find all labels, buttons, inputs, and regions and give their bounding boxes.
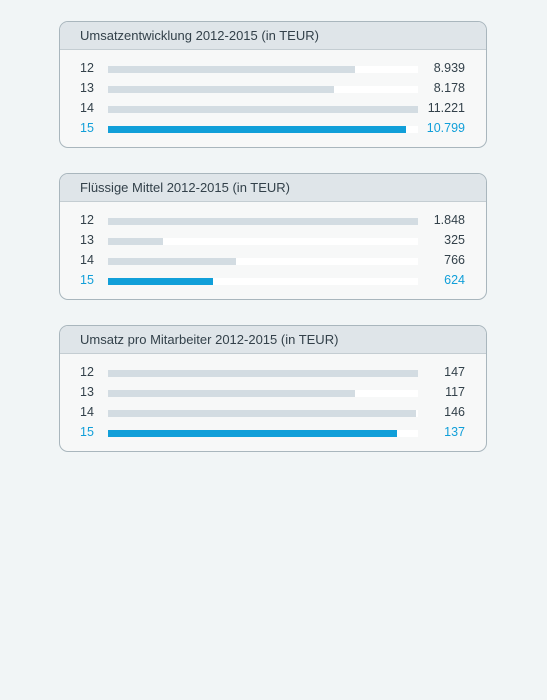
bar-row: 15 137 — [60, 422, 486, 442]
bar-track — [108, 278, 418, 285]
category-label: 13 — [80, 81, 94, 95]
bar — [108, 66, 355, 73]
value-label: 8.178 — [433, 81, 465, 95]
bar — [108, 126, 406, 133]
bar-rows: 12 8.939 13 8.178 14 11.221 15 10.799 — [60, 50, 486, 138]
value-label: 766 — [444, 253, 465, 267]
category-label: 15 — [80, 273, 94, 287]
value-label: 1.848 — [433, 213, 465, 227]
category-label: 13 — [80, 385, 94, 399]
chart-title: Flüssige Mittel 2012-2015 (in TEUR) — [60, 174, 486, 202]
bar-track — [108, 258, 418, 265]
bar — [108, 218, 418, 225]
value-label: 10.799 — [426, 121, 465, 135]
bar — [108, 410, 416, 417]
bar-track — [108, 126, 418, 133]
bar-track — [108, 238, 418, 245]
category-label: 12 — [80, 213, 94, 227]
category-label: 15 — [80, 425, 94, 439]
bar-track — [108, 86, 418, 93]
bar — [108, 370, 418, 377]
bar-row: 14 146 — [60, 402, 486, 422]
bar — [108, 86, 334, 93]
value-label: 137 — [444, 425, 465, 439]
bar — [108, 390, 355, 397]
bar-row: 13 325 — [60, 230, 486, 250]
value-label: 117 — [445, 385, 465, 399]
bar-row: 12 147 — [60, 362, 486, 382]
bar-rows: 12 1.848 13 325 14 766 15 624 — [60, 202, 486, 290]
value-label: 624 — [444, 273, 465, 287]
value-label: 147 — [444, 365, 465, 379]
bar-track — [108, 106, 418, 113]
chart-card-umsatzentwicklung: Umsatzentwicklung 2012-2015 (in TEUR) 12… — [59, 21, 487, 148]
bar-track — [108, 430, 418, 437]
category-label: 15 — [80, 121, 94, 135]
bar-track — [108, 370, 418, 377]
bar-row: 14 11.221 — [60, 98, 486, 118]
category-label: 14 — [80, 405, 94, 419]
bar-row: 12 1.848 — [60, 210, 486, 230]
bar — [108, 238, 163, 245]
bar — [108, 106, 418, 113]
chart-title: Umsatzentwicklung 2012-2015 (in TEUR) — [60, 22, 486, 50]
value-label: 11.221 — [427, 101, 465, 115]
bar-track — [108, 218, 418, 225]
chart-title: Umsatz pro Mitarbeiter 2012-2015 (in TEU… — [60, 326, 486, 354]
bar-row: 15 10.799 — [60, 118, 486, 138]
bar-track — [108, 410, 418, 417]
category-label: 12 — [80, 61, 94, 75]
bar-rows: 12 147 13 117 14 146 15 137 — [60, 354, 486, 442]
category-label: 14 — [80, 253, 94, 267]
value-label: 146 — [444, 405, 465, 419]
bar — [108, 258, 236, 265]
bar-row: 12 8.939 — [60, 58, 486, 78]
value-label: 8.939 — [433, 61, 465, 75]
bar-row: 13 8.178 — [60, 78, 486, 98]
bar-row: 14 766 — [60, 250, 486, 270]
chart-card-umsatz-pro-mitarbeiter: Umsatz pro Mitarbeiter 2012-2015 (in TEU… — [59, 325, 487, 452]
category-label: 12 — [80, 365, 94, 379]
category-label: 14 — [80, 101, 94, 115]
bar-row: 13 117 — [60, 382, 486, 402]
category-label: 13 — [80, 233, 94, 247]
bar-row: 15 624 — [60, 270, 486, 290]
bar — [108, 430, 397, 437]
bar-track — [108, 66, 418, 73]
bar-track — [108, 390, 418, 397]
bar — [108, 278, 213, 285]
chart-card-fluessige-mittel: Flüssige Mittel 2012-2015 (in TEUR) 12 1.… — [59, 173, 487, 300]
value-label: 325 — [444, 233, 465, 247]
